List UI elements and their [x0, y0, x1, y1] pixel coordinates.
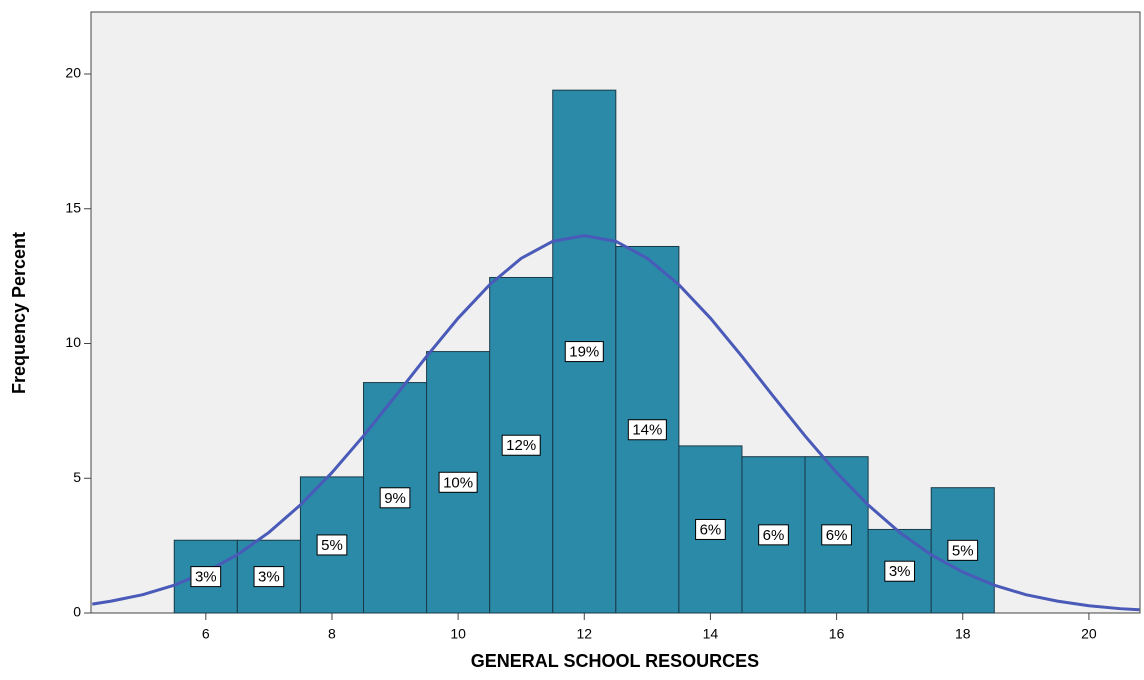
- label-box: [627, 419, 667, 441]
- data-label: 12%: [506, 437, 536, 454]
- y-axis-title: Frequency Percent: [9, 232, 29, 394]
- data-label: 6%: [700, 521, 722, 538]
- x-tick-label: 12: [576, 626, 592, 642]
- label-box: [758, 524, 789, 546]
- label-box: [564, 341, 604, 363]
- y-tick-label: 15: [65, 199, 81, 215]
- y-tick-label: 10: [65, 334, 81, 350]
- data-label: 14%: [632, 422, 662, 439]
- data-label: 5%: [952, 542, 974, 559]
- label-box: [821, 524, 852, 546]
- label-box: [695, 518, 726, 540]
- bar: [741, 456, 806, 614]
- normal-curve: [92, 234, 1140, 612]
- label-box: [190, 566, 222, 588]
- data-label: 3%: [889, 563, 911, 580]
- data-label: 3%: [195, 569, 217, 586]
- label-box: [379, 487, 411, 509]
- x-tick-label: 6: [202, 626, 210, 642]
- label-box: [501, 434, 541, 456]
- y-tick-label: 0: [73, 604, 81, 620]
- data-label: 19%: [569, 344, 599, 361]
- data-label: 9%: [384, 490, 406, 507]
- y-tick-label: 5: [73, 469, 81, 485]
- data-label: 6%: [826, 527, 848, 544]
- label-box: [884, 560, 916, 582]
- y-tick-label: 20: [65, 65, 81, 81]
- label-box: [947, 539, 979, 561]
- x-tick-label: 10: [450, 626, 466, 642]
- data-label: 10%: [443, 474, 473, 491]
- data-label: 5%: [321, 537, 343, 554]
- label-box: [253, 566, 285, 588]
- label-box: [438, 471, 478, 493]
- label-box: [316, 534, 348, 556]
- x-tick-label: 20: [1081, 626, 1097, 642]
- x-tick-label: 18: [955, 626, 971, 642]
- x-tick-label: 16: [829, 626, 845, 642]
- data-label: 6%: [763, 527, 785, 544]
- x-tick-label: 8: [328, 626, 336, 642]
- x-tick-label: 14: [703, 626, 719, 642]
- x-axis-title: GENERAL SCHOOL RESOURCES: [471, 651, 759, 671]
- data-label: 3%: [258, 569, 280, 586]
